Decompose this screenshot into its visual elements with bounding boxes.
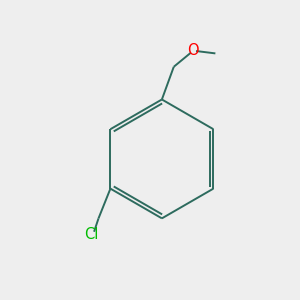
Text: Cl: Cl bbox=[84, 227, 98, 242]
Text: O: O bbox=[187, 43, 199, 58]
